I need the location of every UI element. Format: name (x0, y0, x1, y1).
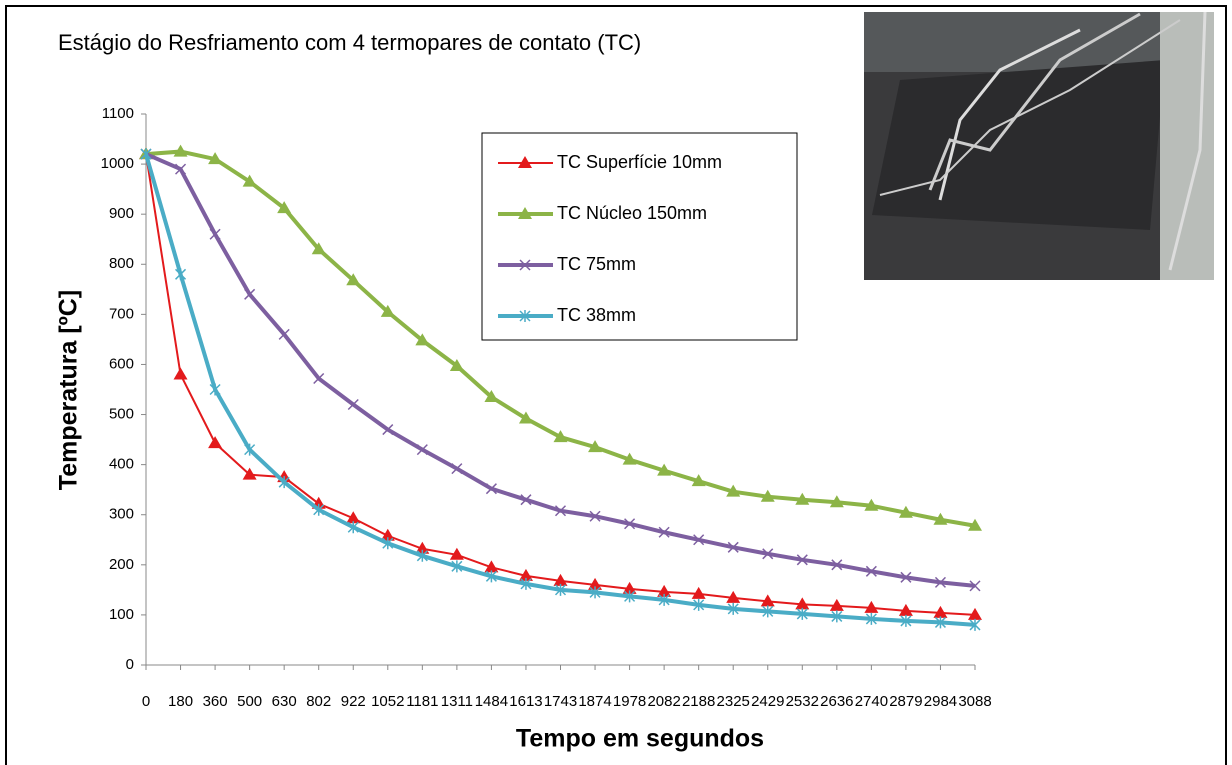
x-tick-label: 2532 (786, 693, 819, 710)
x-tick-label: 180 (168, 693, 193, 710)
y-tick-label: 1000 (101, 155, 134, 172)
x-axis-label: Tempo em segundos (516, 725, 764, 753)
photo (864, 12, 1214, 280)
y-tick-label: 800 (109, 255, 134, 272)
x-tick-label: 922 (341, 693, 366, 710)
x-tick-label: 1181 (406, 693, 438, 710)
y-tick-label: 400 (109, 456, 134, 473)
x-tick-label: 360 (203, 693, 228, 710)
x-tick-label: 802 (306, 693, 331, 710)
x-tick-label: 500 (237, 693, 262, 710)
x-tick-label: 2740 (855, 693, 888, 710)
x-tick-label: 1484 (475, 693, 508, 710)
y-tick-label: 200 (109, 556, 134, 573)
y-tick-label: 500 (109, 406, 134, 423)
x-tick-label: 2325 (717, 693, 750, 710)
y-axis-label: Temperatura [ºC] (55, 290, 83, 490)
y-tick-label: 300 (109, 506, 134, 523)
x-tick-label: 1613 (509, 693, 542, 710)
x-tick-label: 630 (272, 693, 297, 710)
y-tick-label: 100 (109, 606, 134, 623)
chart-title: Estágio do Resfriamento com 4 termopares… (58, 30, 641, 55)
x-tick-label: 2429 (751, 693, 784, 710)
x-tick-label: 1311 (441, 693, 473, 710)
x-tick-label: 3088 (958, 693, 991, 710)
x-tick-label: 2636 (820, 693, 853, 710)
legend-label: TC Núcleo 150mm (557, 203, 707, 223)
x-tick-label: 1874 (578, 693, 611, 710)
legend-label: TC 75mm (557, 254, 636, 274)
x-tick-label: 1978 (613, 693, 646, 710)
chart: Estágio do Resfriamento com 4 termopares… (0, 0, 1232, 765)
y-tick-label: 700 (109, 305, 134, 322)
y-tick-label: 0 (126, 656, 134, 673)
legend-label: TC 38mm (557, 305, 636, 325)
x-tick-label: 0 (142, 693, 150, 710)
x-tick-label: 1052 (371, 693, 404, 710)
x-tick-label: 2984 (924, 693, 957, 710)
legend-label: TC Superfície 10mm (557, 152, 722, 172)
x-tick-label: 2082 (647, 693, 680, 710)
y-tick-label: 900 (109, 205, 134, 222)
y-tick-label: 1100 (102, 105, 134, 122)
x-tick-label: 2879 (889, 693, 922, 710)
x-tick-label: 1743 (544, 693, 577, 710)
y-tick-label: 600 (109, 355, 134, 372)
x-tick-label: 2188 (682, 693, 715, 710)
